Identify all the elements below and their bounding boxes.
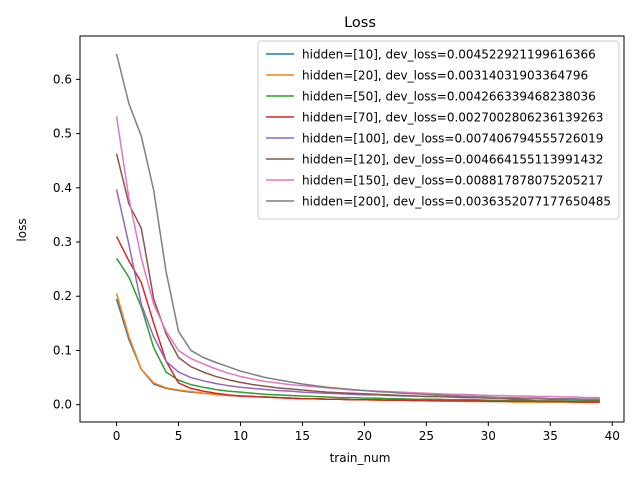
legend-entry: hidden=[50], dev_loss=0.0042663394682380… (302, 90, 596, 104)
legend-box (257, 40, 620, 220)
series-lines (115, 53, 600, 404)
x-tick-label: 20 (357, 429, 372, 443)
y-tick-label: 0.3 (53, 235, 72, 249)
y-tick-label: 0.4 (53, 181, 72, 195)
y-tick-label: 0.0 (53, 398, 72, 412)
legend-entry: hidden=[10], dev_loss=0.0045229211996163… (302, 48, 596, 62)
plot-frame (79, 35, 625, 423)
x-axis-label: train_num (330, 451, 391, 465)
x-axis-ticks: 0 5 10 15 20 25 30 35 40 (113, 422, 620, 443)
y-tick-label: 0.2 (53, 289, 72, 303)
x-tick-label: 35 (543, 429, 558, 443)
y-axis-ticks: 0.0 0.1 0.2 0.3 0.4 0.5 0.6 (53, 72, 80, 412)
x-tick-label: 0 (113, 429, 121, 443)
legend-entry: hidden=[200], dev_loss=0.003635207717765… (302, 195, 611, 209)
legend-entry: hidden=[20], dev_loss=0.0031403190336479… (302, 69, 588, 83)
y-tick-label: 0.6 (53, 72, 72, 86)
y-tick-label: 0.1 (53, 343, 72, 357)
legend-entry: hidden=[120], dev_loss=0.004664155113991… (302, 153, 603, 167)
x-tick-label: 25 (419, 429, 434, 443)
x-tick-label: 40 (605, 429, 620, 443)
series-line-4 (115, 236, 600, 403)
legend-entry: hidden=[150], dev_loss=0.008817878075205… (302, 174, 603, 188)
x-tick-label: 15 (295, 429, 310, 443)
y-tick-label: 0.5 (53, 127, 72, 141)
series-line-8 (115, 53, 600, 400)
legend-entry: hidden=[70], dev_loss=0.0027002806236139… (302, 111, 603, 125)
series-line-3 (115, 257, 600, 402)
legend: hidden=[10], dev_loss=0.0045229211996163… (257, 40, 620, 220)
legend-entry: hidden=[100], dev_loss=0.007406794555726… (302, 132, 603, 146)
x-tick-label: 30 (481, 429, 496, 443)
x-tick-label: 10 (233, 429, 248, 443)
series-line-6 (115, 153, 600, 401)
chart-title: Loss (344, 15, 376, 31)
y-axis-label: loss (15, 218, 29, 241)
x-tick-label: 5 (175, 429, 183, 443)
